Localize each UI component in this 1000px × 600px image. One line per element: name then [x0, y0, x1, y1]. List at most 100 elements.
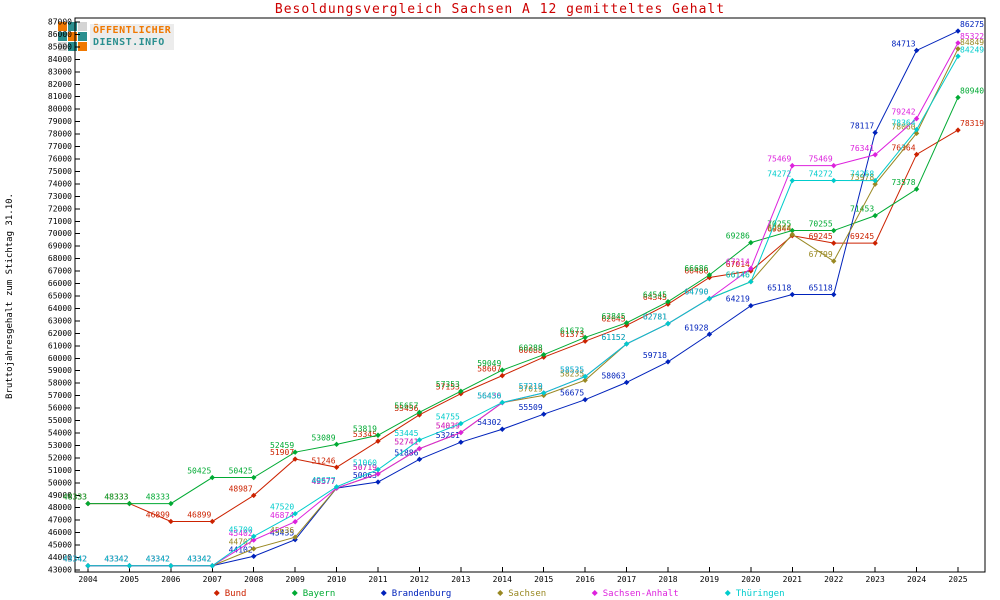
data-point-label: 48333: [104, 493, 128, 502]
data-point-label: 43342: [104, 555, 128, 564]
data-point-label: 86275: [960, 20, 984, 29]
data-point-label: 65118: [767, 284, 791, 293]
data-point-label: 66146: [726, 271, 750, 280]
data-point-label: 75469: [809, 155, 833, 164]
data-point-label: 74272: [809, 170, 833, 179]
data-point-label: 61673: [560, 326, 584, 335]
y-tick-label: 81000: [48, 92, 72, 101]
data-point-label: 57353: [436, 380, 460, 389]
data-point-marker: [416, 437, 423, 443]
data-point-marker: [333, 441, 340, 448]
data-point-label: 45402: [229, 529, 253, 538]
data-point-marker: [251, 533, 257, 540]
data-point-marker: [499, 399, 505, 406]
data-point-label: 51907: [270, 448, 294, 457]
data-point-label: 49577: [311, 477, 335, 486]
data-point-label: 46899: [187, 510, 211, 519]
data-point-marker: [789, 291, 795, 298]
data-point-marker: [582, 396, 588, 403]
data-point-marker: [375, 466, 381, 473]
data-point-label: 61152: [601, 333, 625, 342]
data-point-label: 43342: [104, 555, 128, 564]
data-point-label: 43342: [63, 555, 87, 564]
data-point-marker: [416, 445, 423, 452]
data-point-label: 48987: [229, 484, 253, 493]
data-point-marker: [913, 47, 920, 54]
y-axis: 43000 44000 45000 46000 47000 48000 49000 50000…: [48, 18, 80, 575]
data-point-marker: [292, 449, 298, 455]
legend: Bund Bayern Brandenburg Sachsen Sachsen-Anha…: [213, 589, 785, 599]
data-point-label: 64345: [643, 293, 667, 302]
data-point-marker: [748, 279, 754, 285]
oeffentlicher-dienst-logo[interactable]: ÖFFENTLICHER DIENST.INFO: [58, 22, 175, 51]
y-tick-label: 86000: [48, 30, 72, 39]
data-point-label: 67214: [726, 257, 750, 266]
y-tick-label: 78000: [48, 130, 72, 139]
y-tick-label: 54000: [48, 429, 72, 438]
data-point-marker: [831, 177, 837, 184]
y-tick-label: 56000: [48, 404, 72, 413]
y-tick-label: 75000: [48, 167, 72, 176]
data-point-label: 69844: [767, 225, 791, 234]
data-point-marker: [85, 500, 91, 507]
data-point-marker: [748, 265, 754, 272]
data-point-marker: [168, 518, 174, 525]
data-point-marker: [209, 474, 215, 481]
data-point-label: 51060: [353, 459, 377, 468]
logo-line1: ÖFFENTLICHER: [93, 24, 172, 36]
data-point-label: 53819: [353, 424, 377, 433]
x-tick-label: 2025: [948, 575, 967, 584]
legend-marker-Bayern: [291, 590, 298, 596]
data-point-marker: [872, 212, 878, 219]
series-line: [88, 129, 959, 522]
data-point-label: 54302: [477, 418, 501, 427]
y-tick-label: 44000: [48, 553, 72, 562]
data-point-label: 55509: [519, 403, 543, 412]
data-point-marker: [416, 409, 423, 416]
data-point-marker: [375, 432, 381, 438]
data-point-label: 69245: [809, 232, 833, 241]
y-tick-label: 43000: [48, 566, 72, 575]
data-point-marker: [665, 298, 671, 305]
data-point-marker: [333, 464, 340, 470]
x-tick-label: 2005: [120, 575, 139, 584]
data-point-label: 85322: [960, 32, 984, 41]
series-Sachsen: 43342 43342 43342 43342 44707 45636 49577 50719…: [63, 38, 984, 569]
series-line: [88, 48, 959, 567]
logo-line2: DIENST.INFO: [93, 36, 165, 48]
data-point-marker: [582, 373, 588, 380]
data-point-label: 69944: [767, 223, 791, 232]
data-point-label: 64219: [726, 295, 750, 304]
x-tick-label: 2015: [534, 575, 553, 584]
legend-label-Bayern: Bayern: [303, 589, 336, 599]
data-point-marker: [458, 420, 464, 427]
data-point-label: 51886: [394, 448, 418, 457]
data-point-label: 53089: [311, 433, 335, 442]
y-tick-label: 65000: [48, 292, 72, 301]
data-point-label: 43342: [146, 555, 170, 564]
legend-label-Bund: Bund: [225, 589, 247, 599]
data-point-label: 57019: [519, 384, 543, 393]
data-point-label: 43342: [63, 555, 87, 564]
data-point-label: 53345: [353, 430, 377, 439]
data-point-label: 76364: [891, 143, 915, 152]
legend-marker-Sachsen: [497, 590, 504, 596]
data-point-marker: [872, 129, 878, 136]
data-point-label: 61928: [684, 323, 708, 332]
data-point-marker: [789, 231, 795, 238]
data-point-marker: [126, 563, 133, 569]
data-point-label: 62645: [601, 314, 625, 323]
data-point-label: 64545: [643, 291, 667, 300]
data-point-label: 54039: [436, 422, 460, 431]
data-point-label: 64790: [684, 288, 708, 297]
data-point-marker: [375, 479, 381, 485]
x-tick-label: 2004: [78, 575, 97, 584]
y-tick-label: 71000: [48, 217, 72, 226]
data-point-marker: [955, 53, 961, 59]
plot-frame: [74, 17, 986, 573]
data-point-label: 59718: [643, 351, 667, 360]
data-point-label: 73978: [850, 173, 874, 182]
data-point-marker: [541, 351, 547, 358]
x-tick-label: 2020: [741, 575, 760, 584]
